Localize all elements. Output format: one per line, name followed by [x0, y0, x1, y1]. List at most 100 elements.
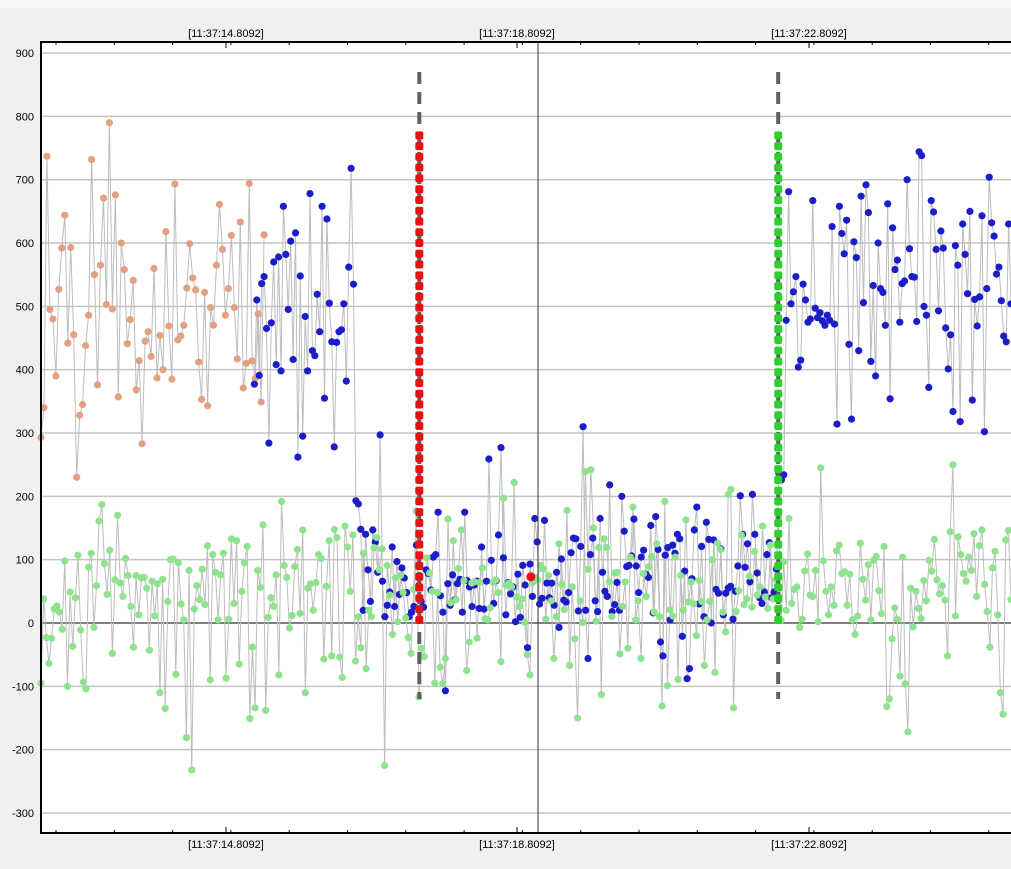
data-point-green — [579, 618, 587, 627]
y-tick-label: 100 — [16, 555, 34, 567]
data-point-green — [637, 654, 645, 663]
y-tick-label: -100 — [12, 681, 34, 693]
data-point-blue — [359, 606, 367, 614]
data-point-green — [671, 553, 679, 561]
data-point-green — [71, 594, 79, 602]
data-point-green — [61, 557, 69, 565]
data-point-green — [877, 609, 886, 618]
data-point-green — [423, 554, 431, 562]
data-point-green — [299, 526, 307, 534]
data-point-blue — [913, 317, 921, 326]
data-point-green — [95, 517, 103, 525]
data-point-green — [735, 587, 743, 595]
data-point-green — [687, 578, 695, 586]
data-point-blue — [746, 578, 754, 586]
data-point-green — [219, 549, 227, 557]
data-point-green — [605, 578, 613, 586]
marker-point — [774, 529, 783, 538]
data-point-blue — [801, 296, 810, 304]
data-point-green — [288, 611, 296, 620]
data-point-blue — [347, 164, 355, 172]
data-point-blue — [381, 613, 389, 621]
data-point-green — [465, 638, 473, 646]
data-point-orange — [189, 274, 197, 282]
data-point-green — [240, 559, 249, 567]
data-point-green — [383, 561, 391, 570]
marker-point — [774, 540, 783, 549]
marker-point — [774, 400, 783, 409]
marker-point — [415, 594, 424, 603]
data-point-blue — [816, 309, 824, 317]
data-point-orange — [177, 332, 185, 340]
data-point-blue — [942, 324, 950, 332]
data-point-blue — [279, 202, 287, 210]
data-point-green — [330, 525, 338, 533]
data-point-green — [925, 556, 933, 564]
data-point-green — [965, 553, 973, 561]
data-point-blue — [507, 590, 515, 598]
data-point-blue — [294, 453, 302, 461]
marker-point — [774, 292, 783, 301]
data-point-orange — [126, 316, 134, 324]
data-point-blue — [393, 558, 401, 566]
marker-point — [774, 615, 783, 624]
data-point-blue — [1002, 338, 1010, 346]
data-point-blue — [956, 418, 964, 426]
data-point-blue — [306, 190, 314, 198]
marker-point — [774, 605, 783, 614]
data-point-orange — [242, 359, 250, 367]
data-point-blue — [270, 258, 278, 266]
data-point-green — [642, 592, 650, 601]
data-point-blue — [362, 530, 370, 538]
data-point-orange — [230, 304, 238, 312]
data-point-green — [370, 544, 378, 552]
data-point-green — [677, 571, 685, 580]
data-point-green — [394, 618, 402, 626]
data-point-green — [714, 539, 722, 547]
data-point-blue — [582, 606, 590, 614]
data-point-blue — [301, 312, 309, 321]
data-point-green — [55, 608, 64, 616]
data-point-green — [944, 652, 952, 660]
data-point-green — [727, 485, 735, 493]
data-point-green — [928, 567, 936, 575]
data-point-blue — [939, 244, 947, 252]
data-point-green — [320, 655, 328, 663]
data-point-blue — [499, 554, 507, 562]
data-point-green — [312, 578, 320, 587]
data-point-blue — [304, 367, 312, 375]
data-point-green — [87, 549, 95, 557]
data-point-green — [941, 596, 949, 604]
data-point-green — [655, 613, 664, 621]
data-point-blue — [555, 623, 563, 632]
data-point-green — [267, 594, 275, 602]
y-tick-label: 800 — [16, 111, 34, 123]
data-point-blue — [847, 415, 856, 423]
marker-point — [774, 217, 783, 226]
marker-point — [774, 163, 783, 172]
data-point-green — [122, 554, 130, 563]
data-point-blue — [480, 605, 488, 613]
data-point-green — [351, 657, 360, 665]
x-tick-label-top-2: [11:37:18.8092] — [479, 28, 555, 40]
marker-point — [415, 249, 424, 258]
marker-point — [415, 292, 424, 301]
data-point-green — [63, 682, 71, 690]
data-point-green — [981, 580, 989, 589]
data-point-green — [151, 612, 159, 620]
data-point-blue — [910, 273, 918, 281]
marker-point — [415, 475, 424, 484]
data-point-green — [825, 611, 833, 619]
marker-point — [774, 551, 783, 560]
data-point-green — [243, 542, 251, 551]
data-point-orange — [93, 381, 102, 389]
data-point-blue — [282, 250, 290, 258]
data-point-green — [539, 565, 547, 573]
data-point-green — [462, 666, 471, 675]
y-tick-label: 200 — [16, 491, 34, 503]
marker-point — [415, 454, 424, 463]
data-point-green — [135, 611, 143, 619]
data-point-green — [1004, 526, 1011, 535]
data-point-green — [891, 604, 899, 612]
